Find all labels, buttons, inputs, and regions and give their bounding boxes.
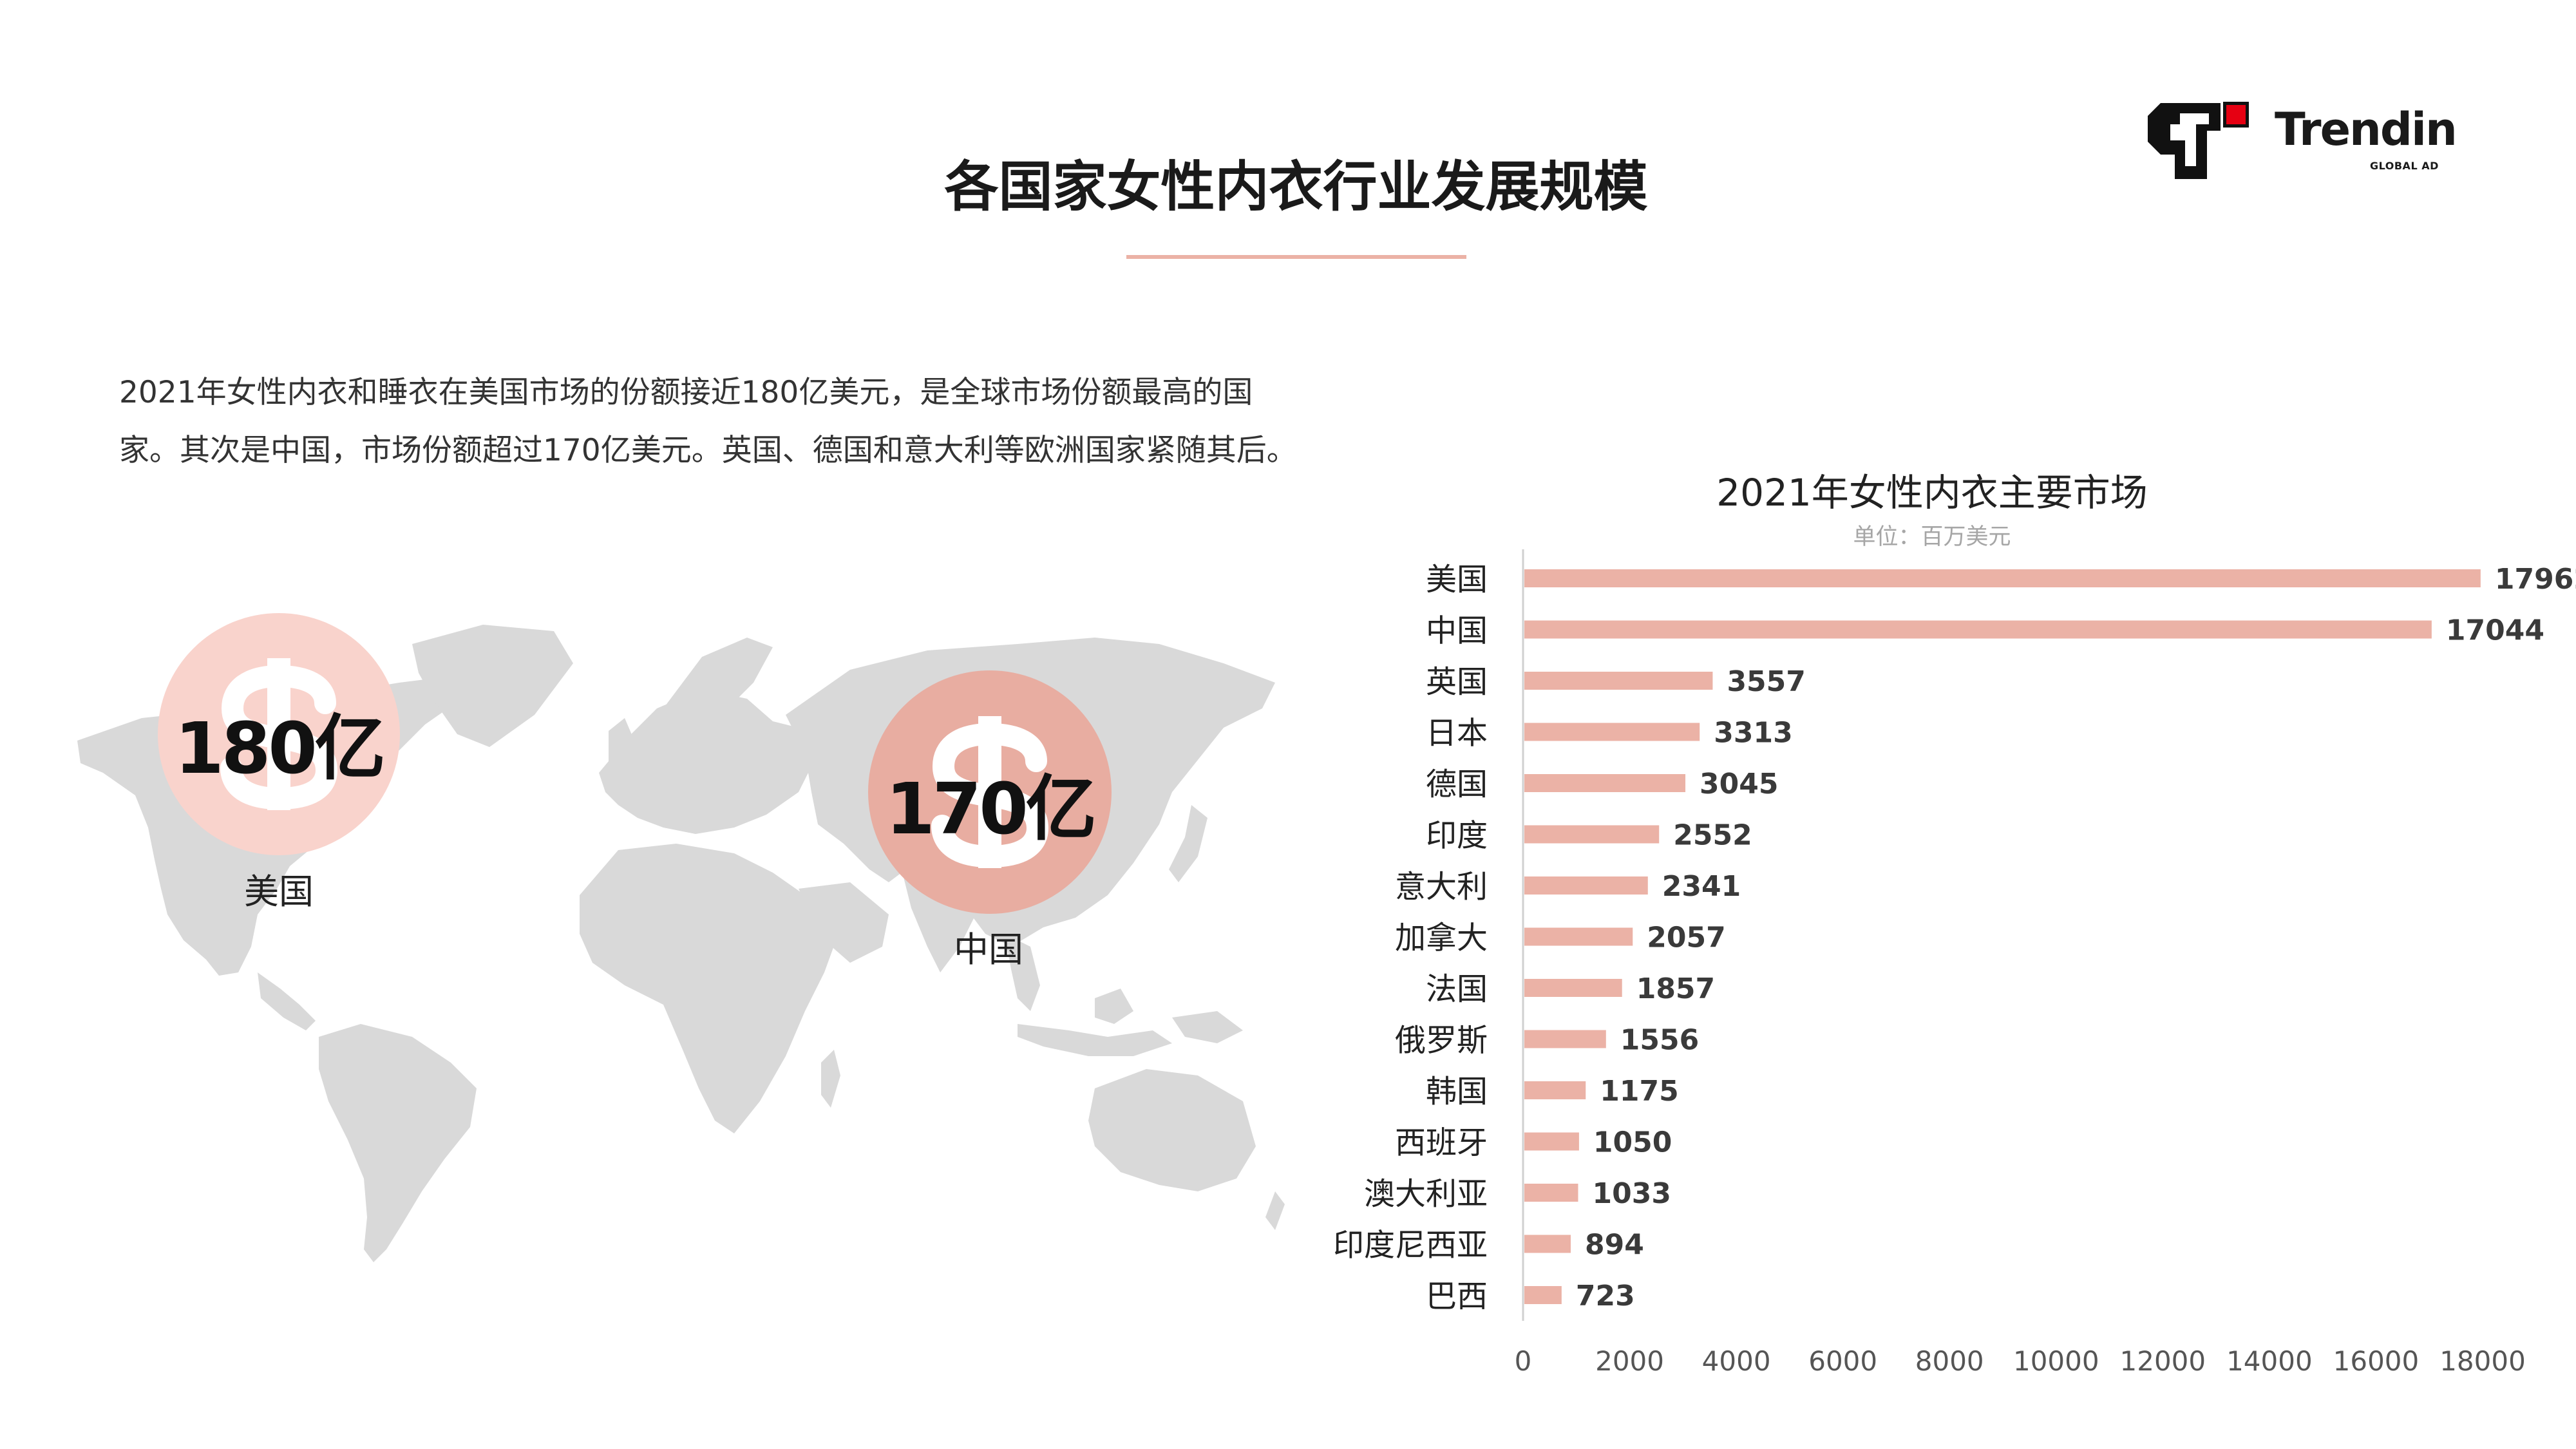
x-tick-label-6: 12000 <box>2120 1345 2206 1377</box>
data-label-12: 1033 <box>1593 1177 1671 1210</box>
dollar-icon <box>220 658 338 810</box>
category-label-13: 印度尼西亚 <box>1333 1227 1488 1264</box>
bar-4 <box>1524 774 1686 792</box>
category-label-9: 俄罗斯 <box>1395 1023 1488 1059</box>
cn-value-bubble: 170亿 <box>868 670 1112 914</box>
data-label-0: 17962 <box>2495 563 2576 596</box>
category-label-6: 意大利 <box>1395 869 1488 905</box>
x-tick-label-4: 8000 <box>1915 1345 1984 1377</box>
bar-10 <box>1524 1081 1586 1099</box>
x-tick-label-5: 10000 <box>2013 1345 2099 1377</box>
logo-subtext: GLOBAL AD <box>2370 160 2439 172</box>
data-label-6: 2341 <box>1662 870 1741 903</box>
bar-11 <box>1524 1132 1579 1151</box>
bar-8 <box>1524 979 1622 997</box>
category-label-3: 日本 <box>1426 715 1488 752</box>
chart-title: 2021年女性内衣主要市场 <box>1716 471 2148 515</box>
chart-unit: 单位：百万美元 <box>1853 524 2011 550</box>
data-label-5: 2552 <box>1673 819 1752 852</box>
bar-7 <box>1524 927 1633 946</box>
x-tick-label-7: 14000 <box>2226 1345 2313 1377</box>
category-label-5: 印度 <box>1426 818 1488 854</box>
data-label-2: 3557 <box>1727 665 1805 698</box>
data-label-3: 3313 <box>1714 717 1792 750</box>
category-label-10: 韩国 <box>1426 1074 1488 1110</box>
bar-9 <box>1524 1030 1606 1048</box>
bar-13 <box>1524 1235 1571 1253</box>
bar-14 <box>1524 1286 1562 1304</box>
bar-6 <box>1524 876 1648 895</box>
trendin-logo: Trendin GLOBAL AD <box>2145 95 2458 185</box>
x-tick-label-1: 2000 <box>1595 1345 1664 1377</box>
trendin-logo-mark-icon <box>2148 102 2249 179</box>
x-tick-label-3: 6000 <box>1808 1345 1877 1377</box>
us-value: 180亿 <box>175 707 386 790</box>
category-label-11: 西班牙 <box>1395 1125 1488 1161</box>
data-label-4: 3045 <box>1700 768 1778 800</box>
category-label-1: 中国 <box>1426 613 1488 649</box>
data-label-9: 1556 <box>1620 1024 1699 1057</box>
cn-value: 170亿 <box>886 768 1097 850</box>
data-label-1: 17044 <box>2446 614 2544 647</box>
data-label-13: 894 <box>1585 1229 1644 1262</box>
bar-3 <box>1524 723 1700 741</box>
bar-12 <box>1524 1184 1578 1202</box>
data-label-7: 2057 <box>1647 922 1725 954</box>
category-label-4: 德国 <box>1426 766 1488 802</box>
intro-paragraph: 2021年女性内衣和睡衣在美国市场的份额接近180亿美元，是全球市场份额最高的国… <box>119 375 1297 468</box>
bar-2 <box>1524 672 1713 690</box>
dollar-icon <box>931 716 1049 868</box>
category-label-7: 加拿大 <box>1395 920 1488 956</box>
bar-0 <box>1524 569 2481 587</box>
data-label-11: 1050 <box>1593 1126 1672 1159</box>
us-value-bubble: 180亿 <box>158 613 400 855</box>
category-label-14: 巴西 <box>1426 1278 1488 1314</box>
category-label-2: 英国 <box>1426 664 1488 700</box>
category-label-8: 法国 <box>1426 971 1488 1007</box>
category-label-12: 澳大利亚 <box>1364 1176 1488 1212</box>
data-label-14: 723 <box>1576 1280 1635 1312</box>
page-title: 各国家女性内衣行业发展规模 <box>944 155 1648 218</box>
x-tick-label-8: 16000 <box>2333 1345 2420 1377</box>
cn-label: 中国 <box>954 929 1023 970</box>
x-tick-label-0: 0 <box>1515 1345 1532 1377</box>
x-tick-label-9: 18000 <box>2439 1345 2526 1377</box>
category-label-0: 美国 <box>1426 562 1488 598</box>
us-label: 美国 <box>244 871 314 912</box>
bar-1 <box>1524 620 2432 639</box>
bar-5 <box>1524 825 1660 844</box>
data-label-8: 1857 <box>1636 972 1715 1005</box>
logo-wordmark: Trendin <box>2275 103 2458 156</box>
data-label-10: 1175 <box>1600 1075 1678 1108</box>
x-tick-label-2: 4000 <box>1702 1345 1771 1377</box>
title-underline <box>1126 255 1466 259</box>
